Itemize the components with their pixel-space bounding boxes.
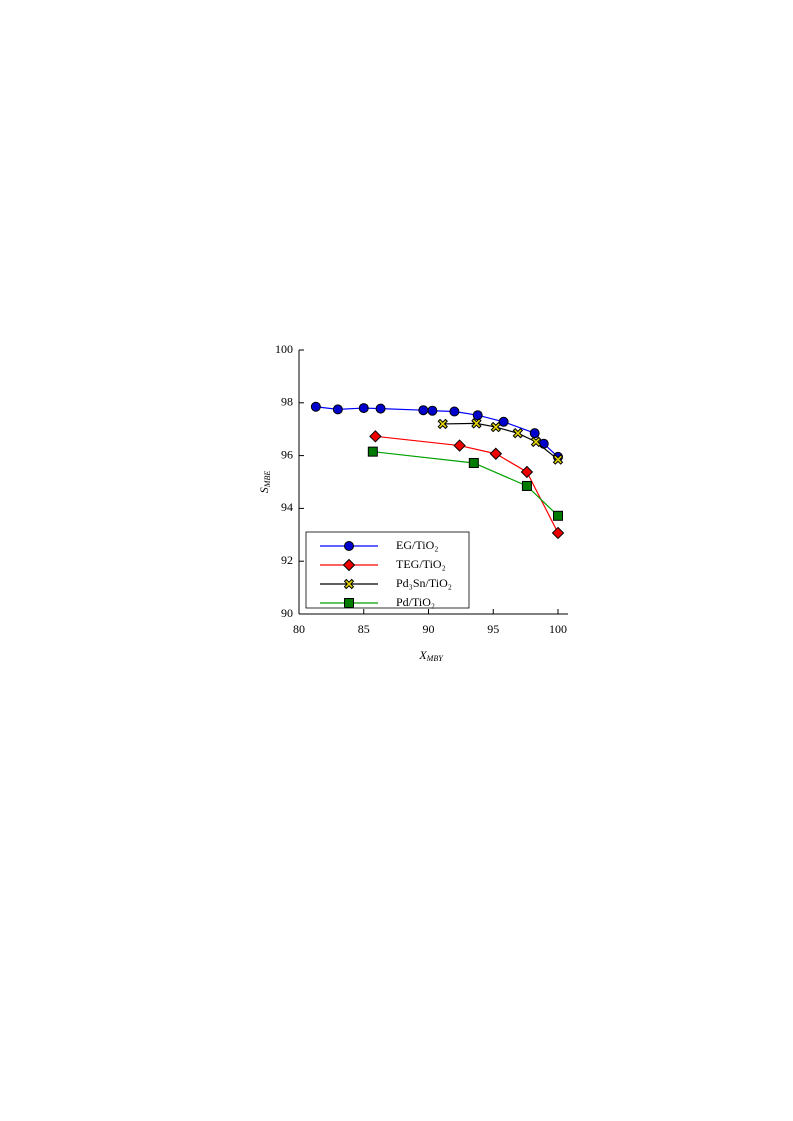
marker xyxy=(375,403,386,414)
marker xyxy=(343,578,355,590)
marker xyxy=(552,454,564,465)
legend: EG/TiO₂ TEG/TiO₂ Pd₃Sn/TiO₂ Pd/TiO₂ xyxy=(305,531,470,609)
marker xyxy=(472,410,483,421)
marker xyxy=(437,418,448,430)
x-tick-label: 95 xyxy=(487,622,499,636)
x-axis-label: XMBY xyxy=(418,648,444,663)
y-label-main: S xyxy=(257,487,271,493)
x-tick-label: 90 xyxy=(423,622,435,636)
marker xyxy=(332,404,343,415)
x-tick-label: 80 xyxy=(293,622,305,636)
legend-label: Pd₃Sn/TiO₂ xyxy=(396,576,452,590)
y-axis-label: SMBE xyxy=(257,471,272,494)
marker xyxy=(538,438,549,449)
marker xyxy=(468,457,479,468)
marker xyxy=(310,401,321,412)
legend-label: Pd/TiO₂ xyxy=(396,595,435,609)
marker xyxy=(489,447,503,460)
y-tick-label: 98 xyxy=(281,395,293,409)
marker xyxy=(490,421,502,433)
marker xyxy=(551,526,565,540)
x-tick-label: 85 xyxy=(358,622,370,636)
marker xyxy=(520,465,534,479)
marker xyxy=(342,558,356,572)
legend-box xyxy=(305,531,470,609)
marker xyxy=(449,406,460,417)
marker xyxy=(453,439,466,452)
marker xyxy=(530,436,542,448)
marker xyxy=(369,430,382,443)
marker xyxy=(344,598,354,608)
marker xyxy=(471,418,482,429)
marker xyxy=(529,428,540,439)
marker xyxy=(553,510,563,521)
y-tick-label: 90 xyxy=(281,606,293,620)
y-label-sub: MBE xyxy=(263,471,272,489)
marker xyxy=(367,446,378,457)
x-label-sub: MBY xyxy=(426,654,445,663)
y-tick-label: 94 xyxy=(281,500,293,514)
marker xyxy=(512,427,524,439)
legend-label: EG/TiO₂ xyxy=(396,538,438,552)
marker xyxy=(418,405,429,416)
series-line xyxy=(372,451,559,517)
marker xyxy=(358,403,369,414)
y-tick-label: 100 xyxy=(275,342,293,356)
marker xyxy=(521,480,532,491)
marker xyxy=(498,416,509,427)
x-tick-label: 100 xyxy=(549,622,567,636)
y-tick-label: 92 xyxy=(281,553,293,567)
marker xyxy=(344,541,354,551)
x-label-main: X xyxy=(418,648,427,662)
y-tick-label: 96 xyxy=(281,447,293,461)
legend-label: TEG/TiO₂ xyxy=(396,557,446,571)
marker xyxy=(427,405,438,416)
